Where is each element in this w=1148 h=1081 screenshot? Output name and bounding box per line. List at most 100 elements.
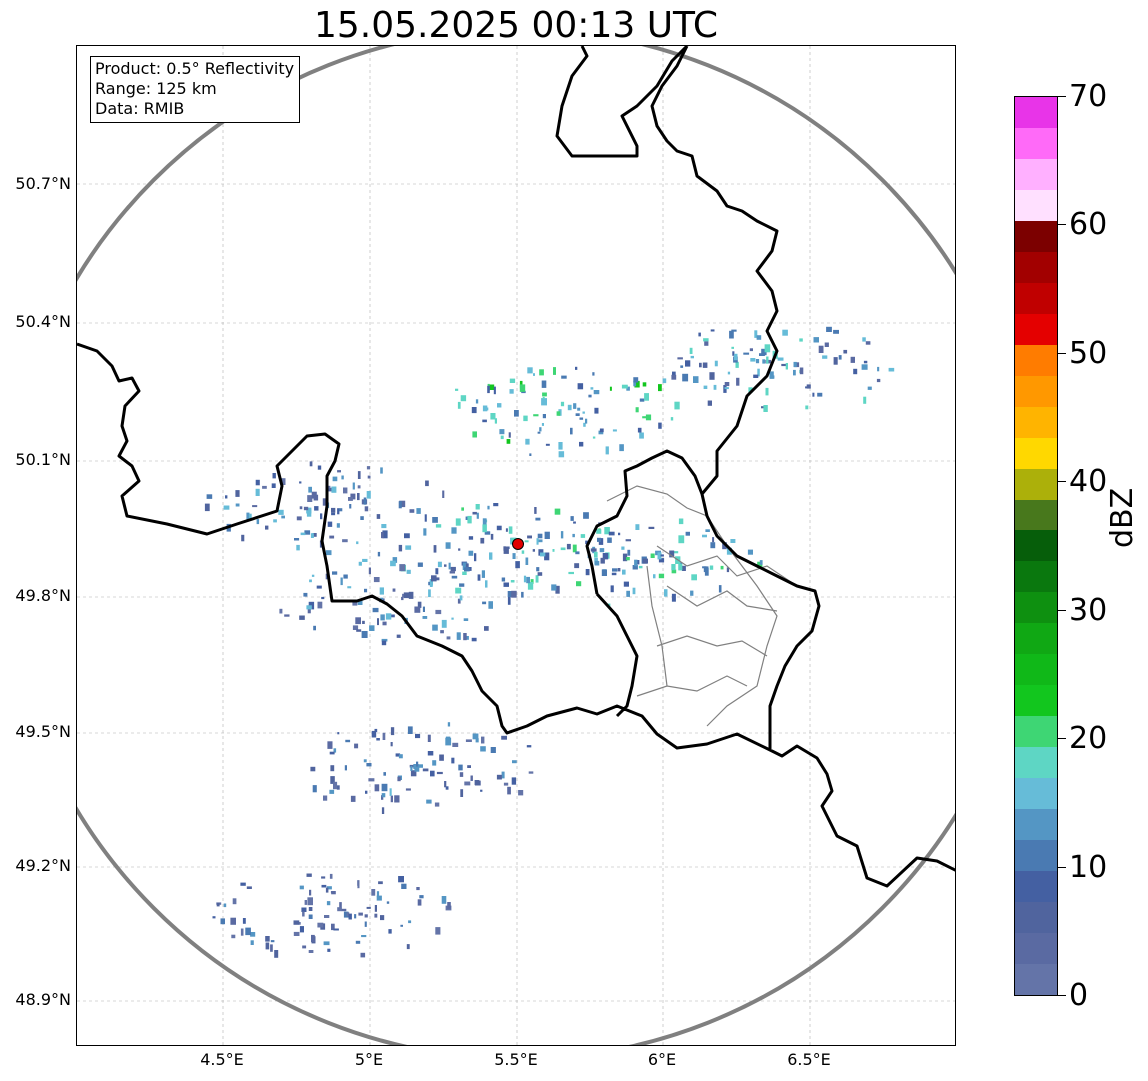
echo-pixel <box>245 927 251 936</box>
echo-pixel <box>635 524 640 530</box>
echo-pixel <box>523 415 528 422</box>
colorbar-label-50: 50 <box>1069 336 1108 371</box>
echo-pixel <box>310 766 316 772</box>
echo-pixel <box>342 539 348 543</box>
echo-pixel <box>599 548 605 553</box>
echo-pixel <box>527 535 532 539</box>
echo-pixel <box>699 362 702 368</box>
echo-pixel <box>731 329 737 332</box>
echo-pixel <box>427 734 431 742</box>
echo-pixel <box>759 353 765 356</box>
echo-pixel <box>360 516 364 520</box>
echo-pixel <box>383 772 386 776</box>
colorbar-tick <box>1058 738 1066 739</box>
echo-pixel <box>408 920 412 924</box>
echo-pixel <box>270 940 275 943</box>
echo-pixel <box>220 918 225 925</box>
echo-pixel <box>386 901 390 904</box>
echo-pixel <box>458 764 463 771</box>
echo-pixel <box>388 929 392 934</box>
echo-pixel <box>660 554 664 557</box>
echo-pixel <box>712 537 715 543</box>
echo-pixel <box>642 558 648 564</box>
echo-pixel <box>382 530 388 539</box>
echo-pixel <box>262 485 267 489</box>
echo-pixel <box>736 377 740 386</box>
echo-pixel <box>463 618 469 621</box>
echo-pixel <box>475 399 479 404</box>
echo-pixel <box>417 899 422 906</box>
echo-pixel <box>381 793 386 798</box>
echo-pixel <box>363 497 367 505</box>
echo-pixel <box>206 494 213 499</box>
echo-pixel <box>366 466 370 470</box>
echo-pixel <box>853 368 858 375</box>
echo-pixel <box>248 513 252 521</box>
echo-pixel <box>329 873 333 879</box>
echo-pixel <box>306 509 312 517</box>
echo-pixel <box>374 784 380 792</box>
radar-map-panel[interactable] <box>76 45 956 1046</box>
echo-pixel <box>398 754 403 759</box>
colorbar-label-70: 70 <box>1069 79 1108 114</box>
echo-pixel <box>223 505 230 510</box>
echo-pixel <box>459 595 463 601</box>
echo-pixel <box>381 532 384 539</box>
lon-label-5-5: 5.5°E <box>494 1050 538 1069</box>
echo-pixel <box>441 896 447 904</box>
echo-pixel <box>678 535 685 544</box>
echo-pixel <box>669 550 675 558</box>
echo-pixel <box>350 493 356 500</box>
echo-pixel <box>409 509 415 513</box>
echo-pixel <box>501 577 506 582</box>
echo-pixel <box>490 413 496 420</box>
colorbar-segment <box>1015 344 1057 376</box>
echo-pixel <box>812 392 815 397</box>
lat-label-50-7: 50.7°N <box>15 174 71 193</box>
echo-pixel <box>622 569 626 575</box>
echo-pixel <box>392 588 396 592</box>
echo-pixel <box>343 487 348 494</box>
echo-pixel <box>753 374 759 378</box>
echo-pixel <box>336 785 340 790</box>
echo-pixel <box>317 465 322 470</box>
echo-pixel <box>255 488 260 496</box>
echo-pixel <box>574 563 580 569</box>
echo-pixel <box>374 728 378 733</box>
echo-pixel <box>451 617 454 620</box>
colorbar-segment <box>1015 189 1057 221</box>
echo-pixel <box>310 533 314 538</box>
echo-pixel <box>430 770 435 777</box>
echo-pixel <box>518 790 524 796</box>
colorbar-segment <box>1015 840 1057 872</box>
echo-pixel <box>349 504 352 509</box>
echo-pixel <box>678 563 683 571</box>
echo-pixel <box>352 482 355 490</box>
echo-pixel <box>588 394 592 398</box>
echo-pixel <box>714 360 718 367</box>
echo-pixel <box>368 567 371 575</box>
echo-pixel <box>664 589 668 597</box>
echo-pixel <box>304 900 307 905</box>
echo-pixel <box>674 401 680 410</box>
echo-pixel <box>373 577 380 583</box>
echo-pixel <box>833 329 839 334</box>
echo-pixel <box>368 778 375 782</box>
colorbar-segment <box>1015 685 1057 717</box>
echo-pixel <box>521 390 526 394</box>
echo-pixel <box>301 907 307 912</box>
echo-pixel <box>330 776 335 784</box>
echo-pixel <box>685 531 690 536</box>
echo-pixel <box>321 596 325 600</box>
echo-pixel <box>570 427 573 435</box>
echo-pixel <box>639 398 645 402</box>
colorbar-label-60: 60 <box>1069 207 1108 242</box>
echo-pixel <box>560 531 564 539</box>
echo-pixel <box>726 547 732 555</box>
echo-pixel <box>323 795 328 801</box>
echo-pixel <box>311 574 315 577</box>
echo-pixel <box>357 880 360 886</box>
echo-pixel <box>309 889 312 896</box>
echo-pixel <box>451 527 457 534</box>
echo-pixel <box>462 562 468 570</box>
